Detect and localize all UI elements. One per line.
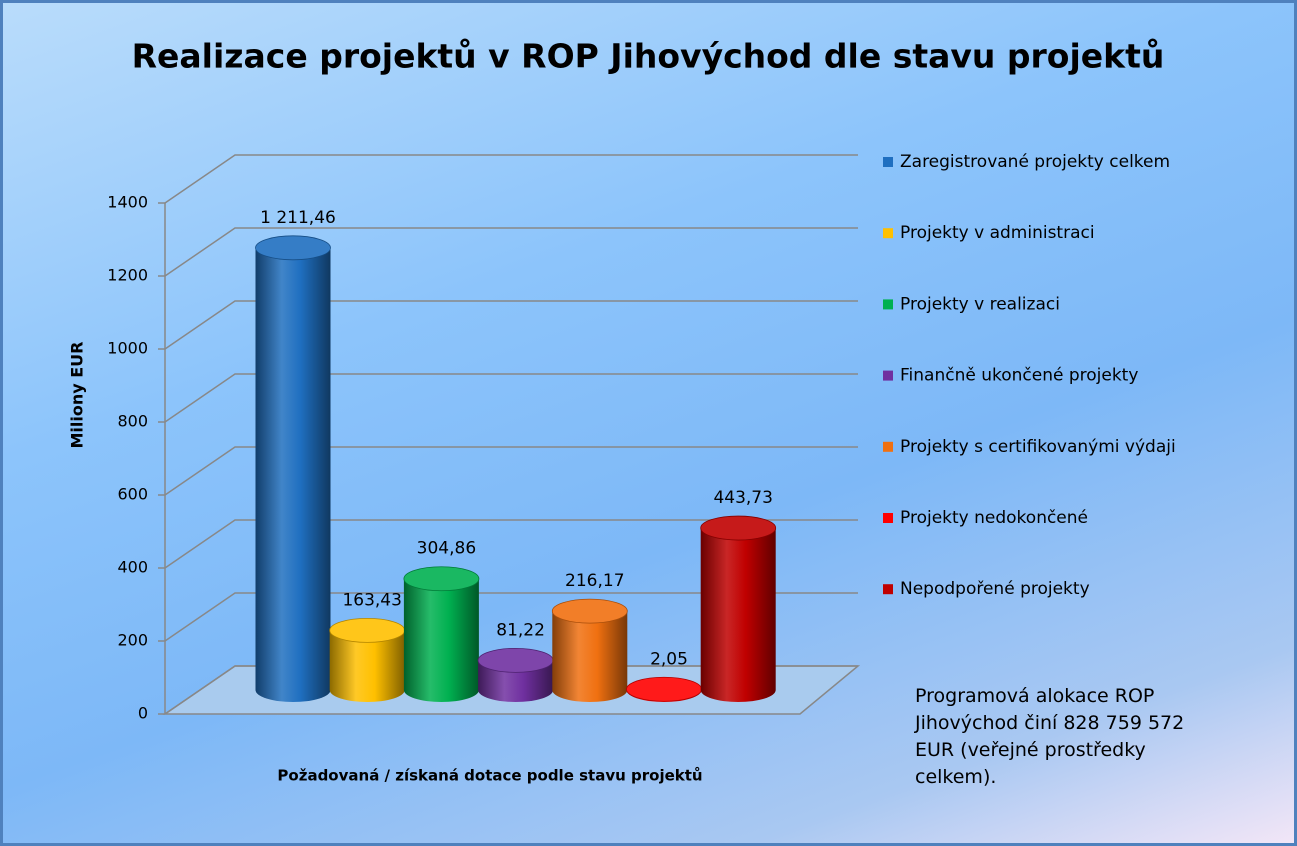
data-label: 304,86 (417, 539, 476, 559)
bar-top (403, 566, 480, 592)
data-label: 1 211,46 (260, 208, 336, 228)
bar (700, 528, 776, 702)
y-tick-label: 400 (117, 558, 148, 577)
bar-top (477, 647, 554, 673)
bar-top (255, 235, 331, 261)
legend-swatch (883, 513, 893, 523)
bar-top (626, 676, 702, 702)
chart-title: Realizace projektů v ROP Jihovýchod dle … (132, 37, 1165, 76)
bar (552, 611, 628, 702)
legend-swatch (883, 299, 893, 310)
bar-top (700, 515, 777, 541)
data-label: 2,05 (650, 649, 688, 669)
legend-swatch (883, 370, 893, 381)
legend-label: Projekty s certifikovanými výdaji (900, 437, 1176, 457)
bar-top (551, 598, 628, 624)
bar-top (329, 617, 406, 643)
legend-label: Projekty nedokončené (900, 508, 1088, 528)
grid-line (164, 227, 858, 277)
bar (329, 630, 405, 702)
legend-label: Zaregistrované projekty celkem (900, 152, 1170, 172)
grid-line (164, 300, 858, 350)
data-label: 443,73 (713, 488, 772, 508)
legend-swatch (883, 157, 893, 167)
y-tick-label: 200 (117, 631, 148, 650)
y-axis-label: Miliony EUR (68, 342, 87, 449)
y-tick-label: 800 (117, 412, 148, 431)
grid-line (164, 373, 858, 423)
legend-swatch (883, 584, 893, 595)
bar (403, 578, 479, 702)
data-label: 216,17 (565, 571, 624, 591)
legend-label: Projekty v administraci (900, 223, 1095, 243)
legend-label: Projekty v realizaci (900, 294, 1060, 314)
y-tick-label: 1000 (107, 339, 148, 358)
legend-label: Finančně ukončené projekty (900, 366, 1138, 386)
grid-line (164, 446, 858, 496)
grid-line (164, 665, 858, 715)
grid-line (164, 592, 858, 642)
y-tick-label: 1400 (107, 193, 148, 212)
legend-swatch (883, 228, 893, 239)
y-tick-label: 600 (117, 485, 148, 504)
x-axis-label: Požadovaná / získaná dotace podle stavu … (277, 767, 702, 785)
y-tick-label: 1200 (107, 266, 148, 285)
grid-line (164, 154, 858, 204)
legend-swatch (883, 441, 893, 452)
data-label: 163,43 (342, 590, 401, 610)
legend-label: Nepodpořené projekty (900, 579, 1090, 599)
grid-line (164, 519, 858, 569)
data-label: 81,22 (496, 620, 545, 640)
annotation: Programová alokace ROP Jihovýchod činí 8… (915, 685, 1185, 788)
y-tick-label: 0 (138, 704, 148, 723)
bar (255, 247, 331, 703)
